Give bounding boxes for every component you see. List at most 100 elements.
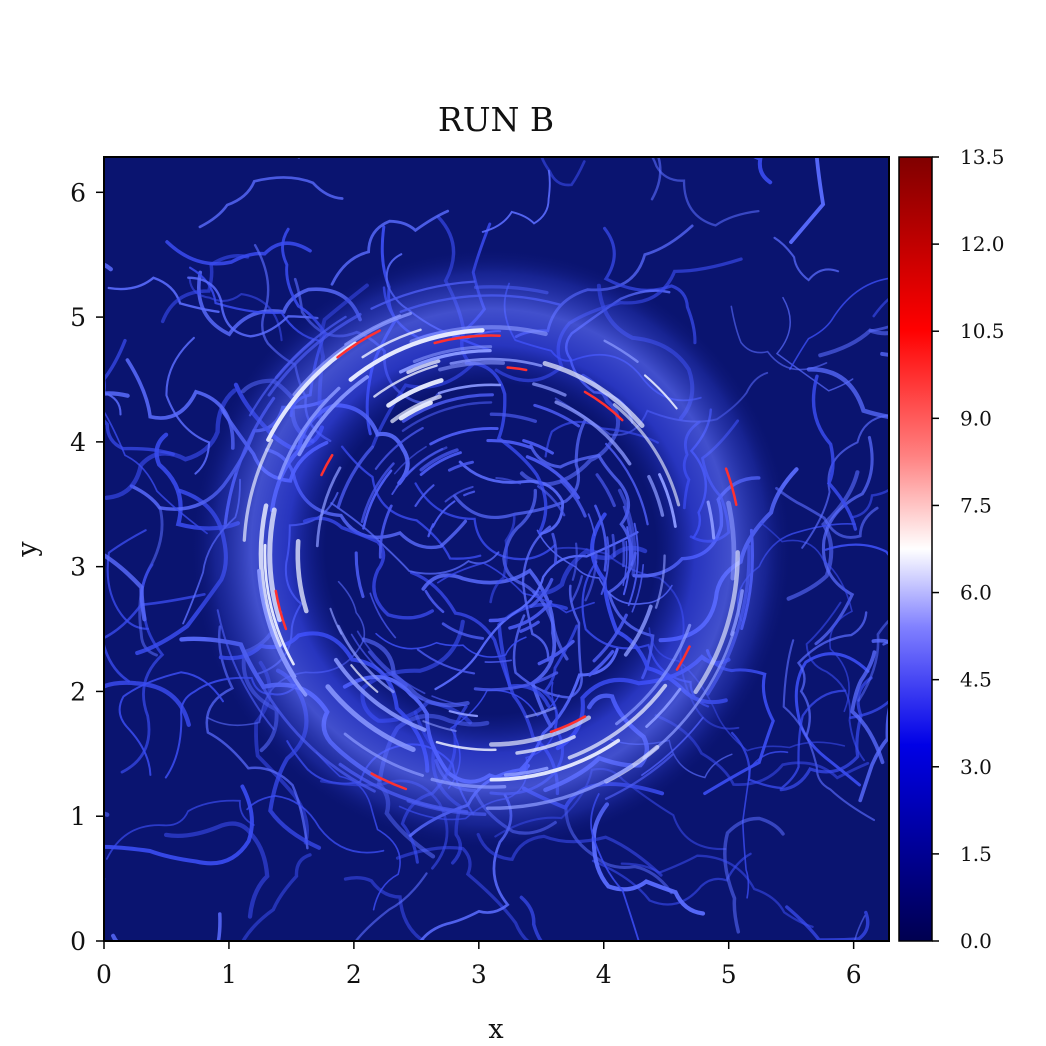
colorbar-tick-label: 1.5 [960,842,992,866]
colorbar-tick-label: 4.5 [960,668,992,692]
ring-streak [437,383,502,395]
filament [789,157,826,244]
filament [814,435,874,646]
ring-streak [361,328,422,359]
ring-streak [412,345,493,364]
ring-streak [622,540,628,586]
x-tick-label: 6 [846,960,862,989]
ring-streak [258,503,282,648]
filament [106,529,150,630]
filament [805,601,866,762]
chart-title: RUN B [438,100,554,139]
filament [104,877,106,881]
colorbar-tick-label: 7.5 [960,493,992,517]
ring-streak [441,622,485,640]
filament [246,794,385,854]
ring-streak [617,488,637,576]
filament [104,552,147,622]
ring-streak [414,484,435,507]
ring-streak [537,485,566,517]
ring-streak [336,445,374,509]
ring-streak [706,500,716,540]
x-tick-label: 2 [346,960,362,989]
ring-streak [398,400,433,421]
ring-streak [570,575,584,603]
ring-streak [611,533,616,558]
ring-streak [486,764,633,810]
hotspot-streak [433,334,501,345]
hotspot-streak [724,467,738,507]
ring-streak [623,604,653,657]
ring-streak [587,650,615,677]
ring-streak [406,799,487,817]
ring-streak [447,460,474,472]
hotspot-streak [320,453,334,477]
filament [872,297,889,318]
ring-streak [362,469,393,530]
ring-streak [390,394,442,424]
x-tick-label: 0 [96,960,112,989]
filament [773,236,840,282]
filament [789,277,889,371]
ring-streak [612,403,681,507]
ring-streak [488,617,508,623]
ring-streak [495,477,522,485]
hotspot-layer [274,329,738,791]
ring-streak [489,738,621,782]
ring-streak [315,466,342,548]
filament [519,895,544,941]
colorbar [898,156,933,942]
ring-streak [604,753,674,800]
ring-streak [525,706,556,719]
ring-streak [473,671,559,692]
ring-streak [369,592,397,639]
ring-streak [622,526,631,596]
ring-streak [419,448,459,472]
filament [481,169,551,233]
y-tick-label: 3 [70,553,86,582]
ring-streak [654,554,666,609]
filament [106,799,255,860]
y-tick-label: 4 [70,428,86,457]
hotspot-streak [506,366,528,372]
y-axis-label: y [12,541,43,558]
filament [188,277,283,342]
filament [603,226,697,345]
ring-streak [740,528,754,630]
filament [850,650,885,765]
ring-streak [489,412,537,423]
ring-streak [473,285,549,295]
filament [620,854,814,928]
ring-streak [333,657,427,732]
x-tick-label: 5 [721,960,737,989]
ring-streak [594,504,608,572]
ring-streak [587,513,596,536]
filament [775,486,879,539]
hotspot-streak [549,715,587,734]
ring-streak [253,670,376,793]
filament [104,784,254,866]
filament [751,157,773,185]
ring-streak [519,620,540,633]
filament [723,816,785,934]
filament [806,367,889,420]
filament [794,652,870,787]
ring-streak [373,364,438,398]
ring-streak [431,695,466,707]
ring-streak [444,485,474,503]
ring-streak [435,740,497,752]
ring-streak [515,735,576,755]
filament [160,253,250,324]
ring-streak [489,715,591,747]
ring-streak [344,314,402,346]
ring-streak [354,551,365,599]
ring-streak [551,532,558,565]
ring-streak [571,542,578,581]
filament [540,157,586,187]
ring-streak [223,396,276,525]
ring-streak [508,600,553,630]
colorbar-tick-label: 3.0 [960,755,992,779]
filament [198,176,344,229]
filament [775,296,854,392]
filament [849,699,889,720]
